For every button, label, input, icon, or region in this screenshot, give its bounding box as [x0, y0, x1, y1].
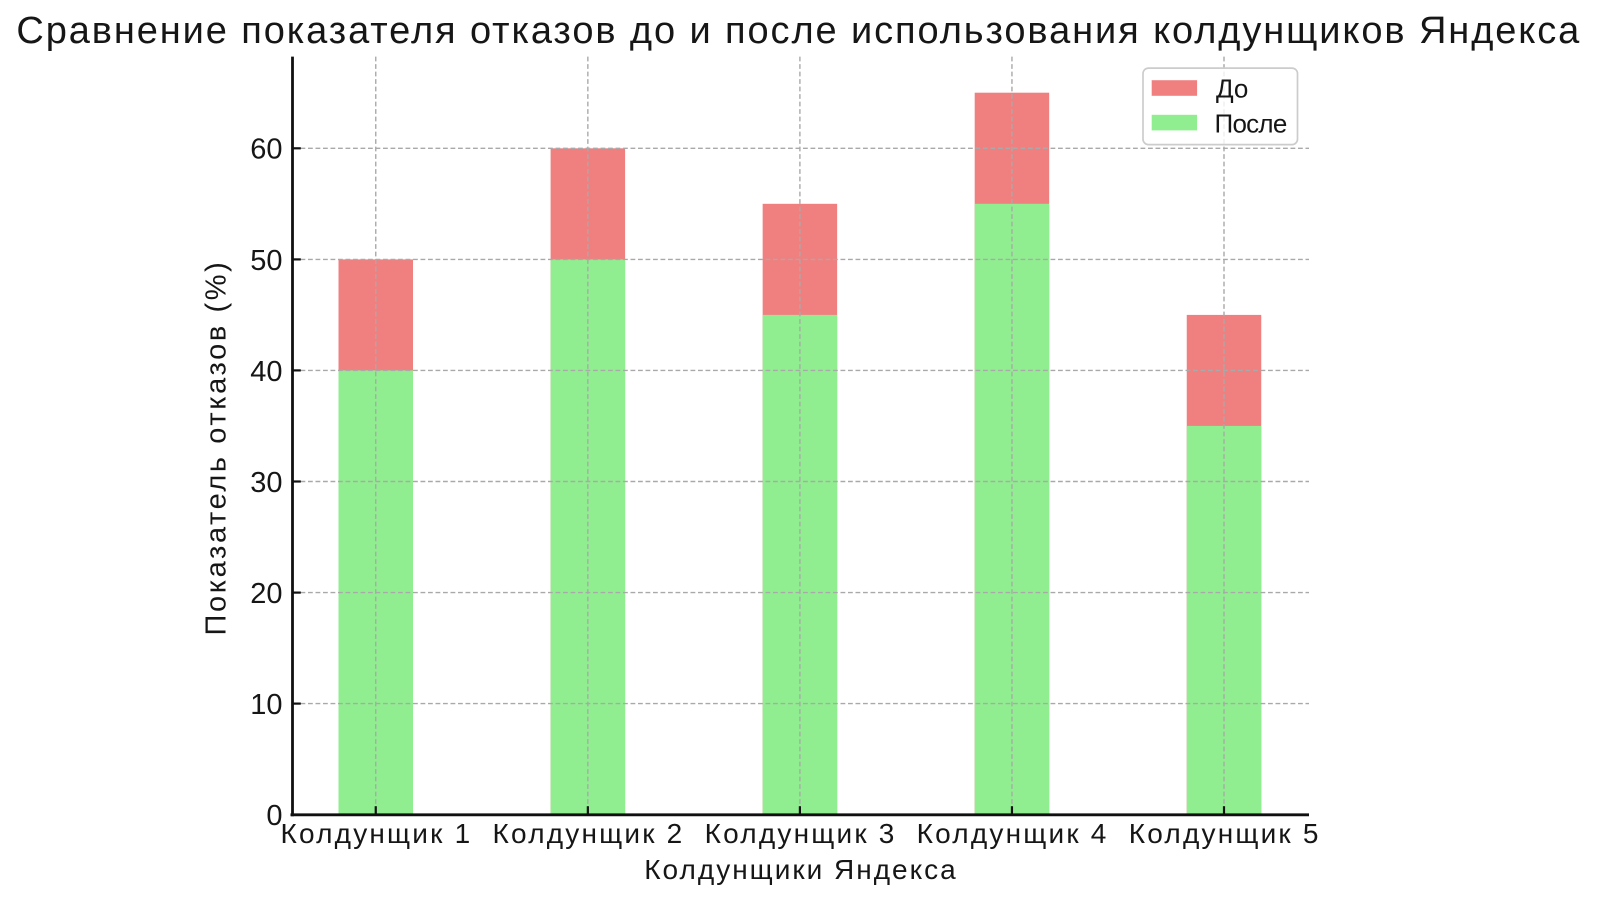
- svg-text:Колдунщик 5: Колдунщик 5: [1129, 818, 1321, 849]
- svg-text:Колдунщик 1: Колдунщик 1: [280, 818, 472, 849]
- svg-text:Колдунщики Яндекса: Колдунщики Яндекса: [644, 854, 957, 885]
- svg-text:40: 40: [250, 356, 282, 388]
- svg-text:10: 10: [250, 689, 282, 721]
- svg-text:50: 50: [250, 245, 282, 277]
- svg-text:30: 30: [250, 467, 282, 499]
- svg-text:Колдунщик 3: Колдунщик 3: [705, 818, 897, 849]
- svg-text:60: 60: [250, 134, 282, 166]
- svg-text:20: 20: [250, 578, 282, 610]
- svg-text:Показатель отказов (%): Показатель отказов (%): [201, 260, 233, 636]
- svg-text:До: До: [1216, 74, 1248, 104]
- svg-text:Сравнение показателя отказов д: Сравнение показателя отказов до и после …: [16, 10, 1581, 52]
- svg-text:После: После: [1215, 108, 1287, 138]
- svg-text:0: 0: [266, 800, 282, 832]
- svg-text:Колдунщик 2: Колдунщик 2: [493, 818, 685, 849]
- svg-text:Колдунщик 4: Колдунщик 4: [917, 818, 1109, 849]
